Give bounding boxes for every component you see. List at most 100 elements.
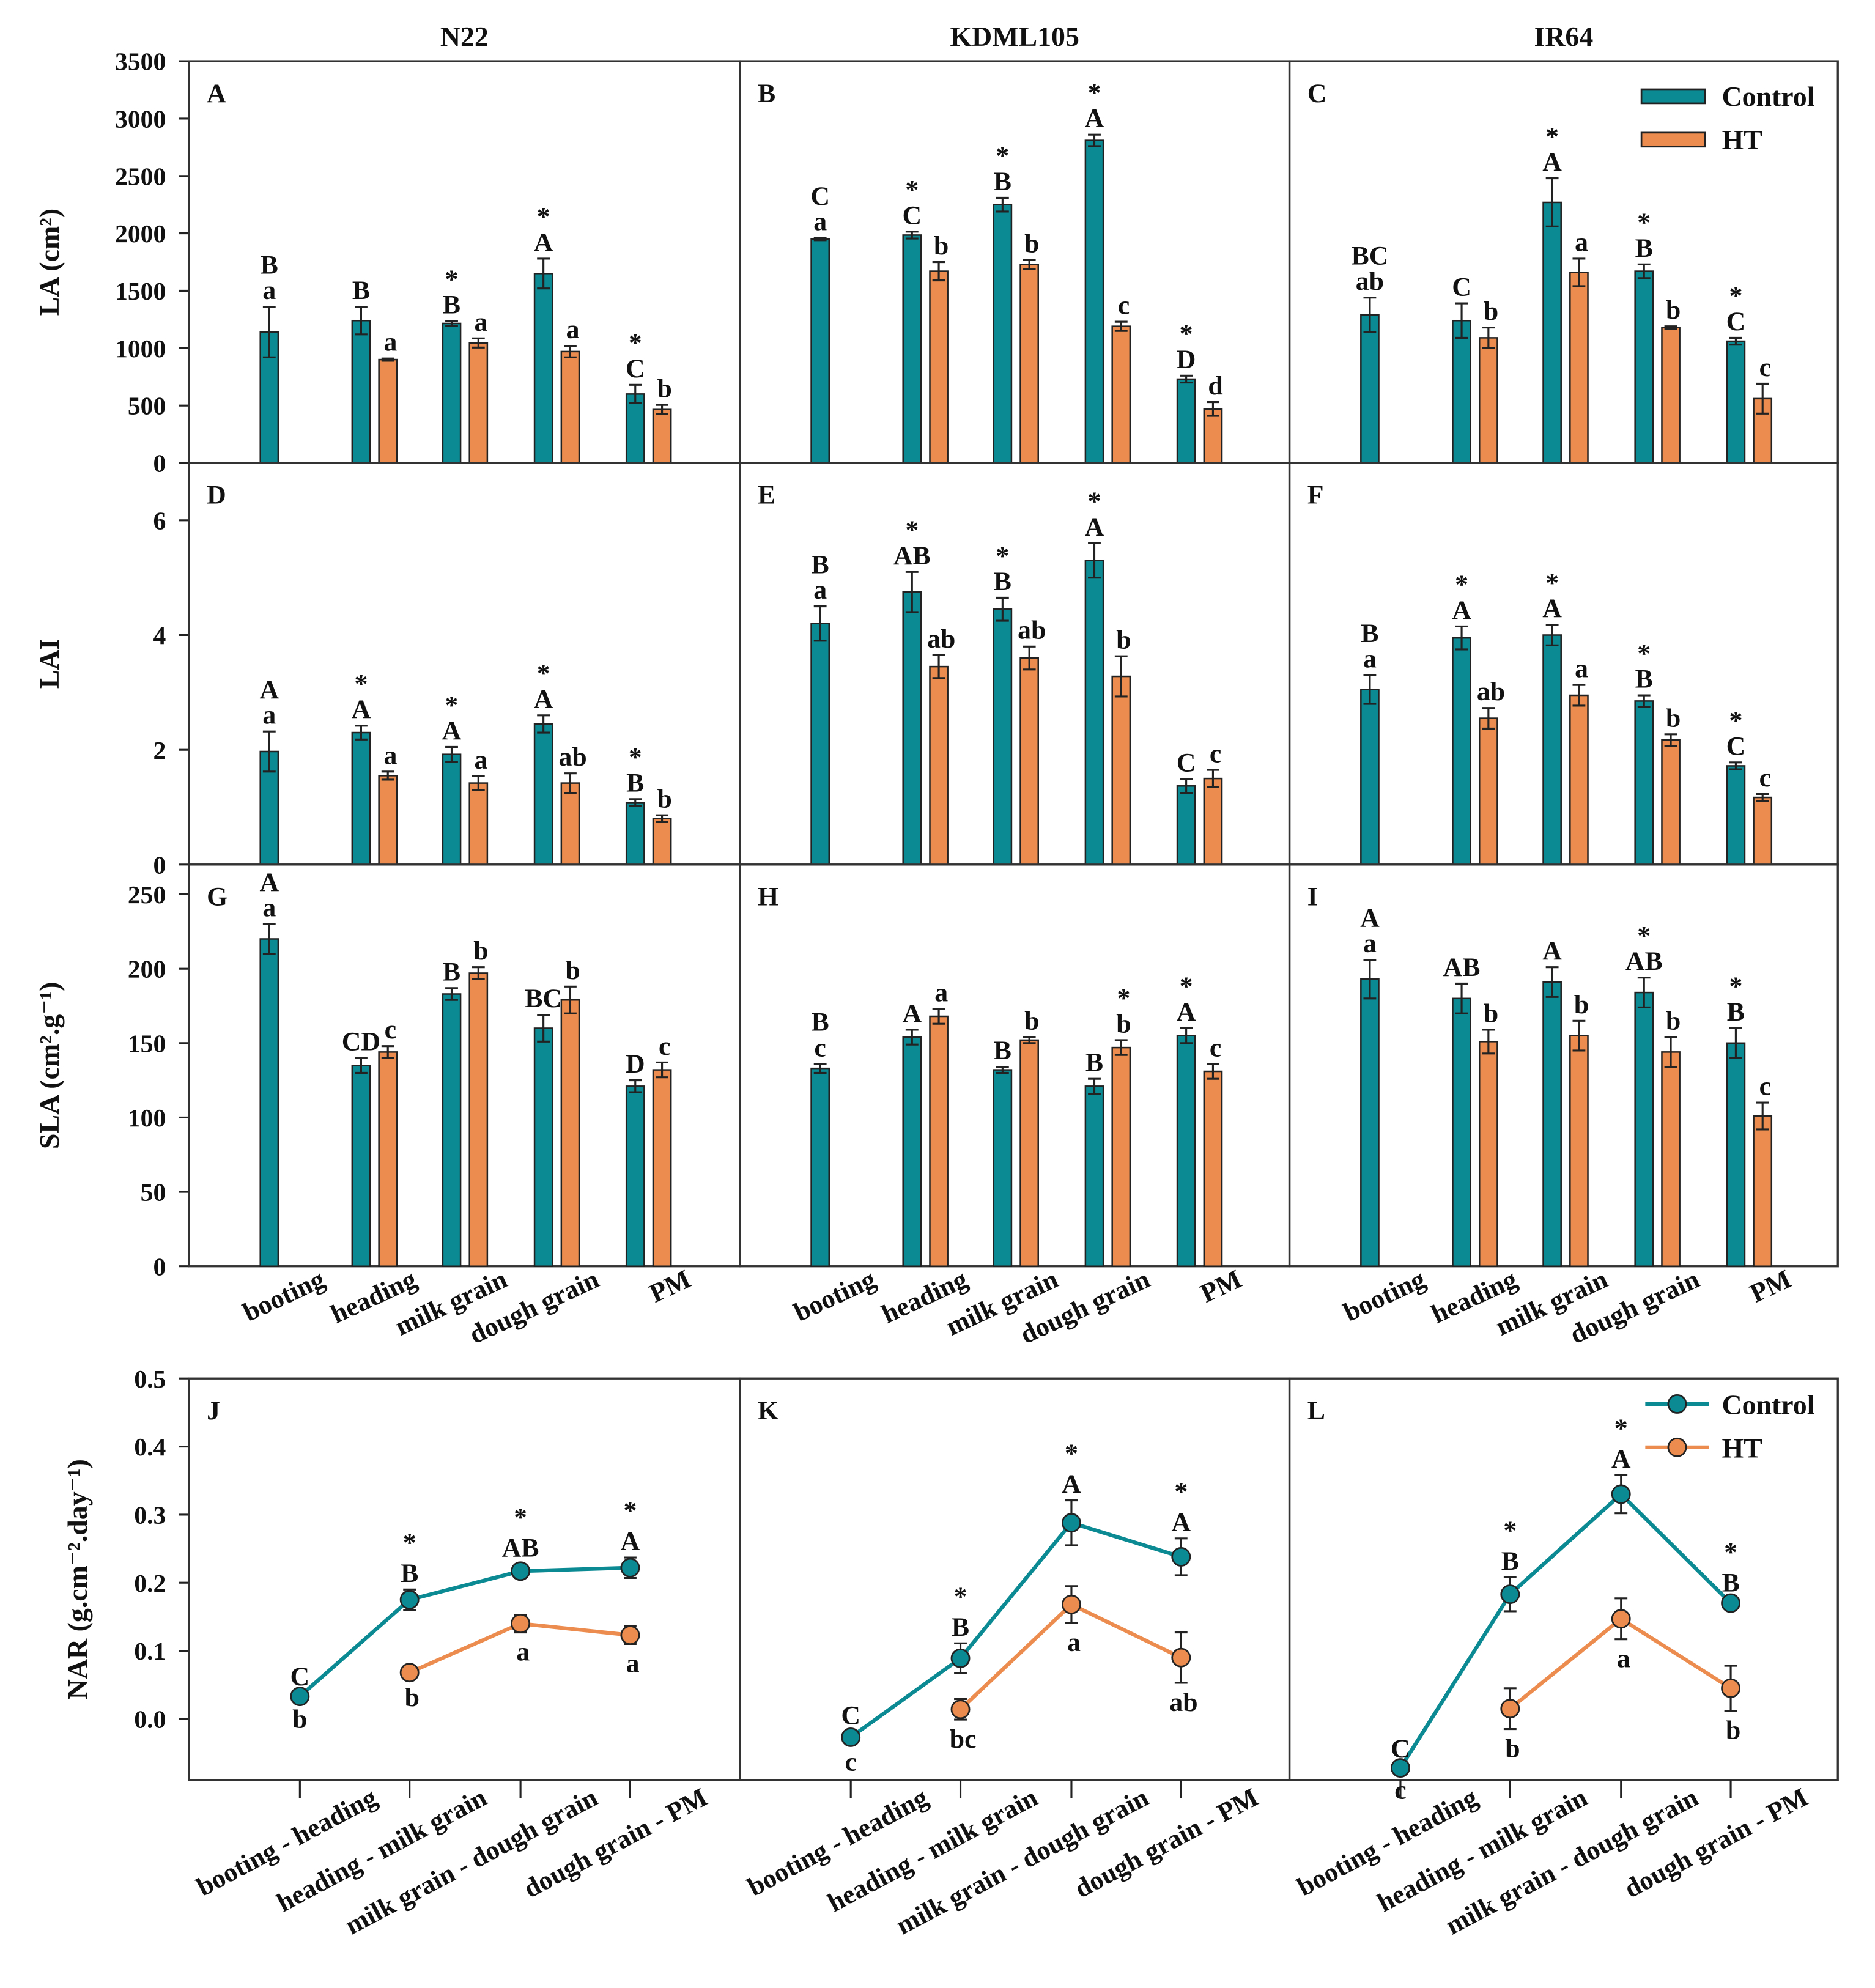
letter-control: B bbox=[443, 957, 460, 986]
bar-ht bbox=[1019, 657, 1039, 866]
y-tick-label: 2000 bbox=[115, 220, 166, 248]
significance-star: * bbox=[1724, 1537, 1737, 1567]
letter-ht: c bbox=[1210, 739, 1221, 768]
y-tick-label: 0.0 bbox=[134, 1705, 166, 1734]
bar-control bbox=[1084, 560, 1104, 866]
letter-ht: ab bbox=[1169, 1688, 1197, 1717]
letter-control: B bbox=[1501, 1546, 1519, 1576]
bar-control bbox=[533, 273, 553, 464]
letter-control: B bbox=[352, 276, 370, 305]
y-tick-label: 0 bbox=[153, 450, 166, 478]
bar-ht bbox=[929, 1015, 949, 1267]
letter-ht: a bbox=[1575, 227, 1588, 257]
letter-ht: a bbox=[1575, 654, 1588, 684]
bar-control bbox=[351, 319, 371, 464]
letter-control: B bbox=[812, 550, 829, 579]
letter-ht: a bbox=[262, 893, 276, 923]
letter-ht: b bbox=[657, 785, 672, 814]
point-ht bbox=[1062, 1594, 1081, 1614]
significance-star: * bbox=[1088, 487, 1101, 516]
bar-ht bbox=[560, 782, 580, 866]
point-ht bbox=[1171, 1647, 1191, 1668]
x-tick-label: PM bbox=[1196, 1265, 1246, 1309]
legend-label-control: Control bbox=[1722, 1389, 1814, 1421]
letter-control: C bbox=[810, 182, 830, 211]
letter-control: B bbox=[1085, 1048, 1103, 1077]
y-tick-label: 2 bbox=[153, 737, 166, 765]
point-control bbox=[950, 1648, 971, 1668]
letter-ht: b bbox=[1024, 1007, 1039, 1036]
panel-letter: L bbox=[1307, 1396, 1325, 1425]
bar-ht bbox=[1111, 325, 1131, 464]
letter-ht: b bbox=[1666, 703, 1681, 733]
panel-L: LCcB*bA*aB*b bbox=[1288, 1377, 1839, 1805]
significance-star: * bbox=[1729, 972, 1742, 1001]
significance-star: * bbox=[629, 328, 642, 358]
significance-star: * bbox=[1545, 568, 1559, 597]
letter-ht: c bbox=[385, 1015, 396, 1044]
bar-ht bbox=[929, 270, 949, 464]
legend: Control HT bbox=[1640, 81, 1814, 155]
letter-control: D bbox=[1177, 345, 1196, 374]
significance-star: * bbox=[445, 690, 459, 720]
x-tick-label: booting bbox=[790, 1265, 880, 1328]
bar-ht bbox=[468, 782, 489, 866]
bar-control bbox=[1726, 1042, 1746, 1267]
legend-swatch-control bbox=[1640, 88, 1706, 105]
panel-frame bbox=[739, 1377, 1291, 1781]
panel-frame bbox=[1288, 1377, 1839, 1781]
bar-control bbox=[902, 591, 922, 866]
letter-control: C bbox=[1391, 1734, 1410, 1764]
panel-frame bbox=[1288, 863, 1839, 1268]
bar-control bbox=[1084, 1085, 1104, 1267]
bar-control bbox=[810, 623, 830, 866]
x-tick-label: dough grain - PM bbox=[1619, 1783, 1813, 1904]
letter-ht: c bbox=[1759, 763, 1771, 793]
letter-ht: ab bbox=[558, 742, 586, 772]
panel-letter: G bbox=[207, 882, 227, 912]
y-tick-label: 0.4 bbox=[134, 1433, 166, 1461]
significance-star: * bbox=[403, 1528, 416, 1558]
column-title: N22 bbox=[440, 21, 489, 52]
legend-label-ht: HT bbox=[1722, 124, 1762, 155]
bar-ht bbox=[1203, 1070, 1223, 1267]
letter-ht: a bbox=[516, 1637, 530, 1666]
letter-control: A bbox=[442, 716, 462, 745]
x-tick-label: dough grain - PM bbox=[1070, 1783, 1263, 1904]
y-tick-label: 50 bbox=[141, 1179, 166, 1207]
bar-control bbox=[1634, 700, 1654, 866]
letter-control: B bbox=[1361, 619, 1378, 648]
letter-ht: b bbox=[657, 374, 672, 404]
letter-control: A bbox=[1062, 1469, 1081, 1499]
bar-ht bbox=[1661, 327, 1681, 464]
letter-ht: c bbox=[659, 1032, 670, 1061]
letter-ht: a bbox=[262, 276, 276, 305]
bar-ht bbox=[378, 358, 398, 464]
panel-letter: A bbox=[207, 79, 226, 108]
significance-star: * bbox=[1729, 706, 1742, 736]
point-ht bbox=[1611, 1609, 1631, 1629]
letter-ht: ab bbox=[927, 624, 955, 654]
significance-star: * bbox=[996, 141, 1009, 171]
bar-ht bbox=[652, 1069, 672, 1267]
panel-letter: K bbox=[758, 1396, 778, 1425]
letter-control: C bbox=[290, 1662, 310, 1691]
column-title: IR64 bbox=[1534, 21, 1593, 52]
bar-ht bbox=[1111, 1046, 1131, 1267]
letter-control: B bbox=[812, 1008, 829, 1037]
bar-ht bbox=[1569, 1035, 1589, 1267]
bar-control bbox=[351, 731, 371, 866]
significance-star: * bbox=[1503, 1516, 1517, 1545]
panel-frame bbox=[188, 1377, 741, 1781]
bar-control bbox=[902, 1036, 922, 1267]
significance-star: * bbox=[1637, 208, 1651, 237]
bar-control bbox=[1634, 991, 1654, 1267]
y-tick-label: 250 bbox=[128, 881, 166, 909]
panel-letter: J bbox=[207, 1396, 220, 1425]
x-tick-label: PM bbox=[1745, 1265, 1795, 1309]
letter-control: CD bbox=[342, 1027, 380, 1057]
bar-control bbox=[1452, 637, 1471, 866]
